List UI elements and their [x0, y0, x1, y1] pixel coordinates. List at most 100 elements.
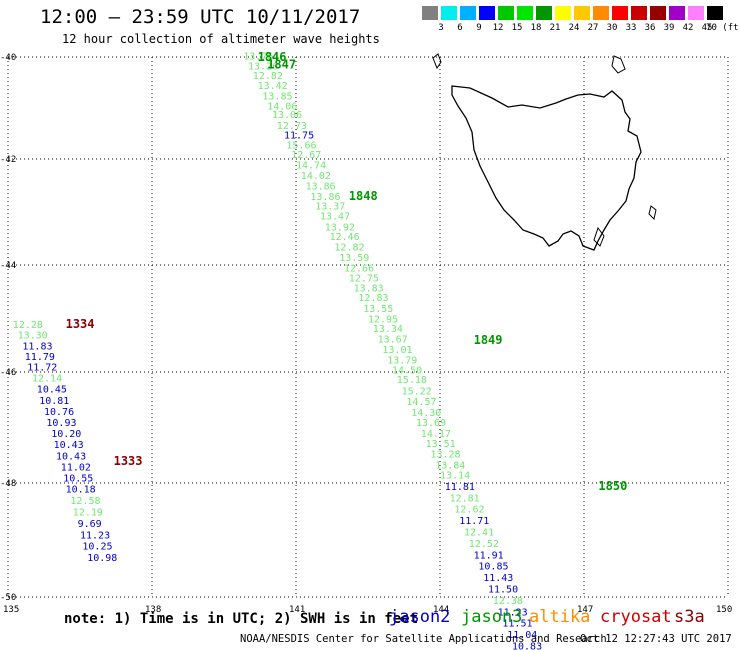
wave-height-value: 11.75: [284, 131, 314, 142]
lon-tick-label: 135: [3, 605, 19, 615]
legend-altika: altika: [529, 607, 591, 627]
lat-tick-label: -46: [0, 368, 16, 378]
lat-tick-label: -48: [0, 479, 16, 489]
color-swatch: [574, 6, 590, 20]
wave-height-value: 13.26: [248, 62, 278, 73]
color-scale-label: 21: [549, 23, 561, 33]
axis-labels: -40 -42 -44 -46 -48 -50 135 138 141 144 147 150: [0, 53, 732, 615]
wave-height-value: 11.91: [474, 550, 504, 561]
wave-height-value: 13.59: [339, 253, 369, 264]
lon-tick-label: 144: [433, 605, 449, 615]
wave-height-value: 10.25: [82, 542, 112, 553]
wave-height-value: 12.28: [13, 320, 43, 331]
wave-height-value: 12.82: [253, 71, 283, 82]
wave-height-value: 12.62: [454, 505, 484, 516]
pass-number-label: 1850: [598, 479, 627, 493]
wave-height-value: 13.34: [373, 324, 403, 335]
map-title: 12:00 – 23:59 UTC 10/11/2017: [40, 6, 361, 28]
wave-height-observations: 13.7613.2612.8213.4213.8514.0613.0612.73…: [13, 51, 542, 650]
bruny-island-outline: [593, 226, 605, 247]
grid-lines: [7, 56, 729, 598]
lat-tick-label: -40: [0, 53, 16, 63]
wave-height-value: 13.92: [325, 222, 355, 233]
wave-height-value: 10.55: [63, 473, 93, 484]
wave-height-value: 13.86: [310, 192, 340, 203]
wave-height-value: 10.43: [54, 440, 84, 451]
color-scale-label: 15: [511, 23, 523, 33]
wave-height-value: 13.01: [382, 345, 412, 356]
wave-height-value: 12.19: [73, 508, 103, 519]
pass-number-label: 1848: [349, 189, 378, 203]
wave-height-value: 12.58: [70, 496, 100, 507]
color-swatch: [631, 6, 647, 20]
wave-height-value: 11.50: [488, 584, 518, 595]
wave-height-value: 12.38: [493, 596, 523, 607]
wave-height-value: 14.50: [392, 365, 422, 376]
wave-height-value: 10.93: [46, 418, 76, 429]
color-swatch: [593, 6, 609, 20]
wave-height-value: 15.22: [402, 386, 432, 397]
wave-height-value: 10.18: [66, 485, 96, 496]
wave-height-value: 10.83: [512, 641, 542, 650]
pass-number-label: 1333: [114, 454, 143, 468]
wave-height-value: 12.41: [464, 527, 494, 538]
wave-height-value: 13.37: [315, 202, 345, 213]
color-scale-label: 3: [438, 23, 444, 33]
timestamp: Oct 12 12:27:43 UTC 2017: [580, 633, 732, 645]
legend-s3a: s3a: [674, 607, 705, 627]
lon-tick-label: 138: [145, 605, 161, 615]
legend-jason2: jason2: [389, 607, 451, 627]
wave-height-value: 14.02: [301, 171, 331, 182]
wave-height-value: 11.71: [459, 516, 489, 527]
color-swatch: [555, 6, 571, 20]
pass-number-label: 1846: [258, 50, 287, 64]
lat-tick-label: -44: [0, 261, 16, 271]
wave-height-value: 11.04: [507, 630, 537, 641]
pass-number-label: 1334: [66, 317, 95, 331]
color-swatch: [441, 6, 457, 20]
wave-height-value: 13.84: [435, 461, 465, 472]
color-scale-label: 30: [606, 23, 618, 33]
wave-height-value: 13.86: [306, 182, 336, 193]
color-swatch: [536, 6, 552, 20]
pass-number-label: 1847: [267, 58, 296, 72]
footer-note: note: 1) Time is in UTC; 2) SWH is in fe…: [64, 611, 419, 627]
pass-number-label: 1849: [474, 333, 503, 347]
color-swatch: [460, 6, 476, 20]
wave-height-value: 12.83: [358, 293, 388, 304]
wave-height-value: 14.74: [296, 160, 326, 171]
color-swatch: [479, 6, 495, 20]
map-subtitle: 12 hour collection of altimeter wave hei…: [62, 32, 380, 46]
color-scale-label: 45: [701, 23, 713, 33]
wave-height-value: 11.51: [502, 619, 532, 630]
tasmania-outline: [451, 85, 642, 251]
color-scale-label: 27: [587, 23, 599, 33]
wave-height-value: 9.69: [78, 519, 102, 530]
wave-height-value: 14.17: [421, 429, 451, 440]
color-swatch: [612, 6, 628, 20]
wave-height-value: 13.51: [426, 439, 456, 450]
wave-height-value: 10.81: [39, 396, 69, 407]
wave-height-value: 15.18: [397, 375, 427, 386]
lon-tick-label: 141: [289, 605, 305, 615]
wave-height-value: 14.57: [406, 397, 436, 408]
wave-height-value: 10.45: [37, 385, 67, 396]
lon-tick-label: 147: [577, 605, 593, 615]
wave-height-value: 12.14: [32, 374, 62, 385]
maria-island-outline: [648, 205, 657, 220]
wave-height-value: 11.23: [80, 530, 110, 541]
wave-height-value: 11.81: [445, 482, 475, 493]
wave-height-value: 14.30: [411, 408, 441, 419]
lat-tick-label: -42: [0, 155, 16, 165]
color-swatch: [422, 6, 438, 20]
wave-height-value: 11.79: [25, 352, 55, 363]
color-swatch: [498, 6, 514, 20]
wave-height-value: 10.20: [51, 429, 81, 440]
wave-height-value: 13.14: [440, 471, 470, 482]
color-swatch: [688, 6, 704, 20]
wave-height-value: 13.85: [262, 91, 292, 102]
wave-height-value: 13.69: [416, 418, 446, 429]
wave-height-value: 10.76: [44, 407, 74, 418]
